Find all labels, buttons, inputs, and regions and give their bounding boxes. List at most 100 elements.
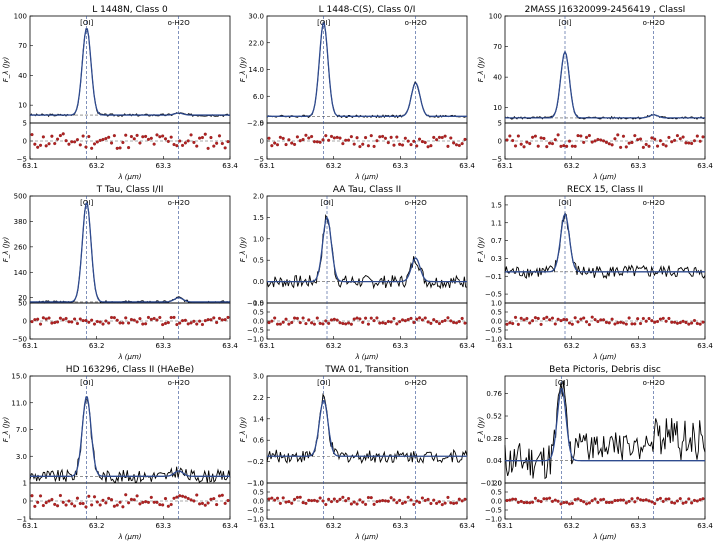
residual-point	[539, 136, 543, 140]
residual-point	[505, 138, 509, 142]
residual-point	[327, 321, 331, 325]
residual-point	[78, 143, 82, 147]
residual-point	[209, 136, 213, 140]
residual-point	[522, 318, 526, 322]
residual-y-tick-label: −0.5	[247, 327, 264, 335]
y-axis-label: F_λ (Jy)	[239, 56, 247, 82]
residual-point	[533, 496, 537, 500]
residual-point	[186, 496, 190, 501]
residual-point	[542, 317, 546, 321]
residual-point	[298, 321, 302, 325]
residual-point	[687, 322, 691, 326]
residual-point	[513, 497, 518, 501]
y-tick-label: 0.0	[253, 278, 264, 286]
residual-point	[607, 142, 611, 146]
residual-point	[141, 500, 145, 504]
residual-point	[511, 139, 515, 143]
residual-point	[511, 497, 515, 501]
x-tick-label: 63.2	[564, 162, 580, 170]
residual-y-tick-label: −1.0	[247, 516, 264, 524]
residual-point	[175, 495, 179, 499]
residual-point	[432, 318, 436, 322]
residual-point	[41, 316, 45, 320]
residual-point	[403, 136, 407, 140]
residual-point	[275, 143, 280, 147]
residual-point	[38, 494, 43, 498]
residual-point	[392, 316, 396, 321]
residual-point	[573, 316, 577, 320]
residual-point	[226, 140, 230, 144]
residual-point	[437, 500, 441, 504]
residual-point	[92, 142, 97, 146]
residual-point	[525, 501, 529, 505]
residual-point	[198, 502, 202, 506]
residual-point	[58, 316, 62, 320]
residual-point	[81, 319, 85, 323]
residual-point	[420, 318, 424, 322]
residual-point	[613, 322, 617, 326]
residual-y-tick-label: 0	[23, 498, 27, 506]
residual-point	[446, 316, 450, 320]
residual-y-tick-label: 0.0	[491, 498, 502, 506]
residual-point	[576, 497, 580, 501]
residual-point	[392, 498, 396, 502]
residual-point	[565, 144, 569, 148]
residual-point	[129, 135, 133, 139]
y-tick-label: 2.2	[253, 394, 264, 402]
residual-point	[562, 500, 566, 505]
residual-point	[352, 500, 356, 504]
residual-point	[321, 322, 325, 326]
residual-point	[290, 501, 294, 505]
residual-point	[525, 140, 529, 144]
residual-point	[192, 319, 196, 323]
x-tick-label: 63.2	[564, 522, 580, 530]
residual-point	[675, 499, 679, 503]
residual-point	[53, 502, 57, 506]
residual-point	[389, 320, 393, 324]
residual-point	[36, 145, 40, 149]
residual-point	[192, 499, 196, 503]
residual-point	[579, 498, 583, 503]
residual-point	[200, 322, 204, 327]
residual-point	[58, 493, 62, 498]
residual-point	[53, 142, 57, 146]
residual-point	[375, 500, 379, 504]
residual-point	[200, 501, 204, 505]
residual-point	[664, 144, 668, 148]
residual-point	[463, 497, 467, 501]
residual-point	[295, 135, 299, 139]
subplot-1: L 1448N, Class 0 100 70 40 10 5 0 −563.1 63.2 63.…	[2, 5, 238, 181]
residual-point	[178, 321, 182, 325]
residual-point	[90, 318, 94, 322]
observed-spectrum	[266, 393, 468, 464]
residual-point	[293, 142, 297, 146]
residual-point	[590, 499, 594, 503]
residual-point	[633, 322, 637, 326]
residual-point	[44, 144, 48, 148]
x-tick-label: 63.4	[222, 522, 238, 530]
residual-point	[695, 134, 699, 138]
residual-point	[50, 497, 54, 502]
residual-point	[695, 321, 699, 326]
residual-point	[548, 318, 552, 322]
residual-point	[217, 134, 222, 138]
residual-point	[409, 316, 413, 320]
residual-point	[440, 135, 444, 140]
residual-point	[621, 498, 626, 502]
residual-point	[166, 504, 170, 508]
residual-point	[604, 320, 608, 324]
observed-spectrum	[504, 51, 706, 120]
residual-point	[144, 134, 148, 138]
residual-point	[138, 141, 142, 145]
residual-point	[349, 502, 353, 506]
residual-point	[158, 135, 162, 139]
residual-y-tick-label: 0.5	[253, 309, 264, 317]
residual-point	[650, 319, 654, 323]
residual-point	[158, 503, 162, 507]
x-tick-label: 63.4	[459, 342, 475, 350]
residual-point	[146, 137, 151, 141]
residual-point	[121, 140, 125, 145]
residual-y-tick-label: 5	[498, 120, 502, 128]
residual-point	[545, 145, 549, 149]
